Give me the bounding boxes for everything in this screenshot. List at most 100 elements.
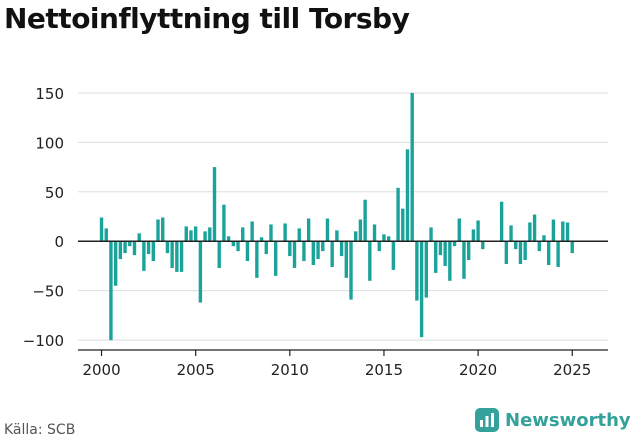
bar [316,241,320,260]
x-tick-label: 2000 [82,361,120,379]
bar [358,219,363,242]
x-tick-label: 2020 [459,361,497,379]
bar [269,224,273,242]
bar [556,241,560,267]
bar [123,241,127,254]
bar [499,201,504,242]
bar [208,227,212,242]
bar [330,241,334,267]
bar [189,230,193,242]
bar [386,236,391,242]
bar [504,241,509,264]
gridlines [78,92,608,341]
bar [466,241,471,261]
bar [161,217,165,242]
bar [344,241,348,278]
bar [570,241,574,254]
bar [462,241,466,279]
bar [518,241,523,264]
bar [443,241,447,266]
bar [184,226,188,242]
bar [537,241,541,252]
bar [212,167,217,242]
bar [542,235,546,242]
bar [335,230,339,242]
bar [481,241,485,250]
bar [113,241,118,286]
bar [302,241,306,262]
y-tick-label: 150 [35,85,64,103]
x-tick-label: 2010 [271,361,309,379]
bar [259,237,264,242]
x-tick-label: 2015 [365,361,403,379]
bar [401,208,405,242]
bar [137,233,141,242]
bar [274,241,278,276]
bar-series [99,92,574,341]
bar [170,241,174,268]
bar [382,234,386,242]
bar [476,220,480,242]
bar [339,241,344,257]
bar [179,241,184,272]
bar [523,241,527,261]
bar [128,241,132,247]
newsworthy-logo-icon [475,408,499,432]
bar [363,199,367,242]
bar [306,218,311,242]
y-axis-ticks: 150 100 50 0 −50 −100 [23,85,64,350]
x-tick-label: 2025 [553,361,591,379]
y-tick-label: −100 [23,332,64,350]
bar [349,241,353,300]
bar [99,217,104,242]
bar [255,241,259,278]
x-tick-label: 2005 [177,361,215,379]
y-tick-label: −50 [32,283,64,301]
bar [109,241,113,341]
bar [236,241,240,252]
bar [419,241,424,338]
bar [410,92,414,242]
bar [321,241,325,252]
bar [452,241,457,247]
bar [193,226,198,242]
bar [372,224,377,242]
bar [424,241,429,298]
bar [565,222,570,242]
bar [288,241,292,257]
bar [292,241,297,268]
bar [429,227,433,242]
bar [396,187,400,242]
bar [175,241,179,272]
bar [165,241,170,254]
bar [142,241,146,271]
bar [241,227,245,242]
bar [118,241,123,260]
bar [528,222,532,242]
y-tick-label: 100 [35,134,64,152]
bar [532,214,537,242]
bar [354,231,358,242]
x-axis-ticks: 2000 2005 2010 2015 2020 2025 [82,350,591,379]
brand-name: Newsworthy [505,409,631,431]
bar [226,236,231,242]
bar [547,241,551,265]
bar [377,241,381,252]
bar [297,228,301,242]
bar [391,241,396,270]
bar [457,218,461,242]
bar [245,241,250,262]
bar [471,229,476,242]
bar [283,223,287,242]
bar [415,241,419,301]
bar [448,241,452,281]
bar [514,241,518,250]
bar [146,241,151,255]
bar [509,225,513,242]
source-note: Källa: SCB [4,422,76,438]
bar [156,219,160,242]
bar [551,219,556,242]
bar [104,228,108,242]
brand-logo: Newsworthy [475,408,631,432]
